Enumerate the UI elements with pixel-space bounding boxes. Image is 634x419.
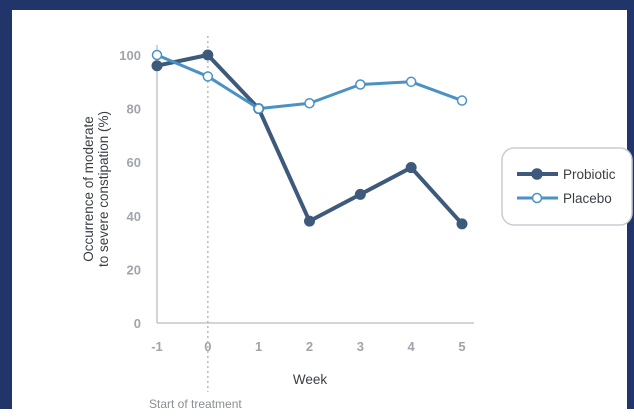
data-point-probiotic (151, 60, 163, 72)
y-tick-label: 60 (127, 155, 141, 170)
y-axis-title-line: to severe constipation (%) (96, 111, 111, 267)
x-tick-label: 1 (255, 339, 262, 354)
x-axis-title: Week (293, 372, 328, 387)
data-point-placebo (405, 76, 417, 88)
x-tick-label: 3 (357, 339, 364, 354)
treatment-annotation: Start of treatment (149, 397, 242, 411)
legend-swatch-marker (531, 168, 543, 180)
data-point-placebo (355, 79, 366, 90)
y-tick-label: 100 (119, 48, 141, 63)
data-point-probiotic (354, 188, 366, 200)
y-tick-label: 0 (134, 316, 141, 331)
data-point-placebo (151, 49, 163, 61)
line-chart: 0 20 40 60 80 100 -1 0 1 2 3 4 5 Week Occurrence of mo… (81, 36, 633, 411)
data-point-probiotic (304, 215, 315, 227)
legend-label: Placebo (563, 191, 612, 206)
x-tick-label: 0 (204, 339, 211, 354)
legend-label: Probiotic (563, 167, 616, 182)
data-point-placebo (456, 95, 468, 106)
x-tick-label: 2 (306, 339, 313, 354)
data-point-probiotic (456, 218, 468, 230)
series-line-probiotic (156, 53, 464, 226)
x-tick-label: -1 (151, 339, 163, 354)
data-point-placebo (202, 71, 214, 82)
data-point-placebo (253, 103, 264, 114)
y-tick-label: 20 (127, 262, 141, 277)
legend-box (501, 147, 633, 226)
data-point-probiotic (405, 162, 417, 174)
y-tick-label: 40 (127, 209, 141, 224)
x-tick-label: 4 (408, 339, 416, 354)
data-point-placebo (304, 97, 315, 109)
y-tick-label: 80 (127, 102, 141, 117)
x-tick-label: 5 (458, 339, 465, 354)
legend-swatch-marker (531, 192, 543, 204)
data-point-probiotic (202, 49, 214, 61)
y-axis-title-line: Occurrence of moderate (81, 116, 96, 262)
